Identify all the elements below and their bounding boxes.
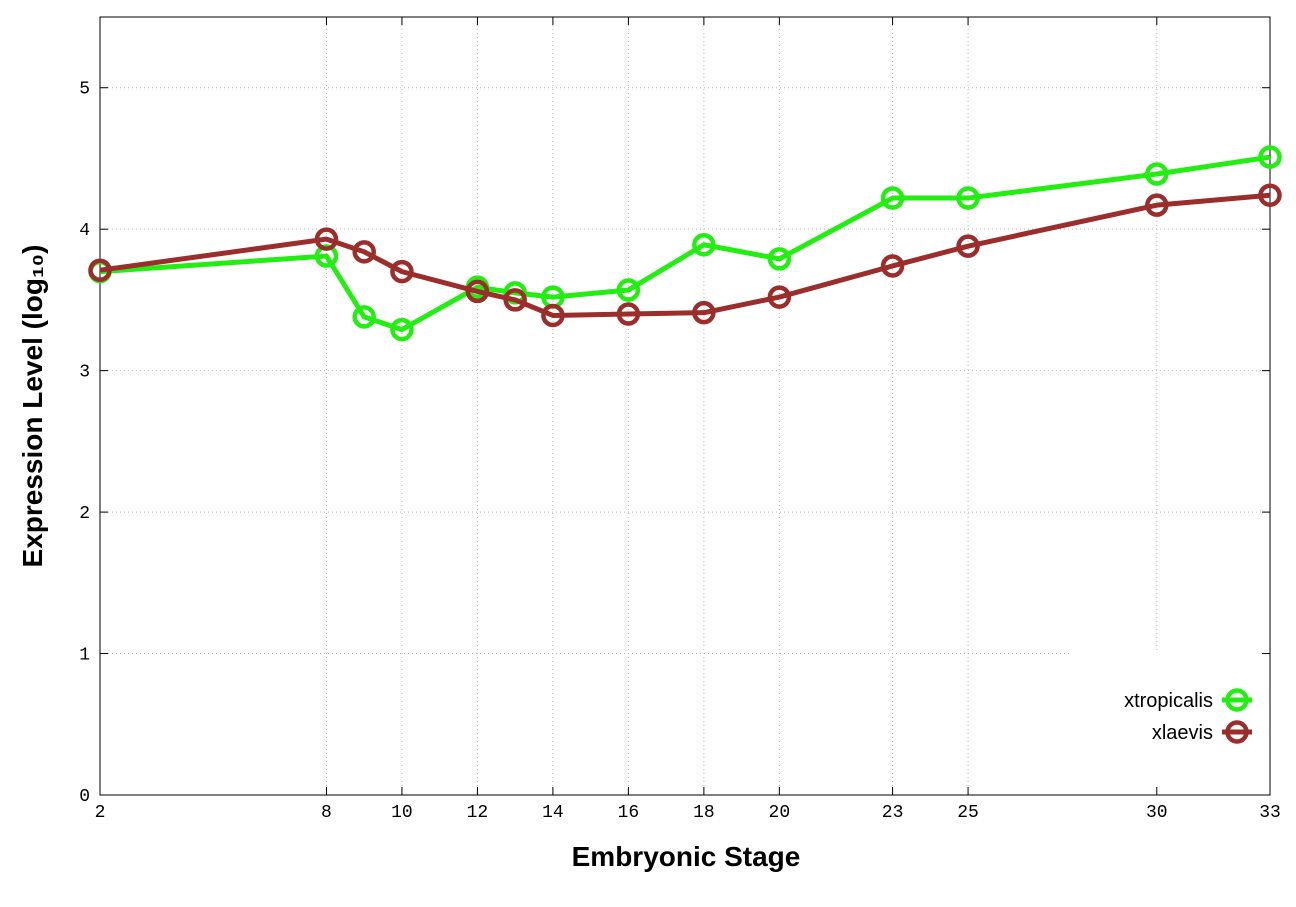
legend: xtropicalis xlaevis bbox=[1124, 688, 1252, 744]
point-marker bbox=[1145, 162, 1169, 186]
x-tick-label: 2 bbox=[95, 803, 106, 823]
point-marker bbox=[390, 259, 414, 284]
point-marker bbox=[390, 317, 414, 342]
point-marker bbox=[616, 302, 641, 326]
point-marker bbox=[88, 258, 112, 282]
y-tick-label: 5 bbox=[79, 80, 90, 100]
legend-label: xlaevis bbox=[1152, 722, 1213, 744]
x-tick-label: 20 bbox=[769, 803, 791, 823]
y-tick-label: 0 bbox=[79, 787, 90, 807]
x-tick-label: 25 bbox=[957, 803, 979, 823]
y-tick-label: 2 bbox=[79, 504, 90, 524]
x-tick-label: 10 bbox=[391, 803, 413, 823]
point-marker bbox=[465, 279, 490, 304]
point-marker bbox=[956, 234, 980, 258]
x-tick-label: 33 bbox=[1259, 803, 1281, 823]
point-marker bbox=[956, 186, 980, 210]
point-marker bbox=[541, 303, 565, 328]
point-marker bbox=[1258, 145, 1282, 169]
x-tick-label: 16 bbox=[618, 803, 640, 823]
x-tick-label: 12 bbox=[467, 803, 489, 823]
point-marker bbox=[314, 227, 339, 251]
x-axis-title: Embryonic Stage bbox=[572, 841, 801, 872]
y-tick-label: 3 bbox=[79, 363, 90, 383]
point-marker bbox=[692, 300, 716, 325]
x-tick-label: 18 bbox=[693, 803, 715, 823]
point-marker bbox=[880, 186, 905, 210]
point-marker bbox=[503, 288, 527, 312]
y-axis-title: Expression Level (log₁₀) bbox=[17, 245, 48, 568]
x-tick-label: 14 bbox=[542, 803, 564, 823]
legend-marker bbox=[1225, 720, 1249, 744]
point-marker bbox=[767, 247, 792, 271]
point-marker bbox=[1145, 193, 1169, 217]
y-tick-label: 4 bbox=[79, 221, 90, 241]
point-marker bbox=[352, 240, 376, 264]
point-marker bbox=[880, 254, 905, 278]
x-tick-label: 30 bbox=[1146, 803, 1168, 823]
x-tick-label: 23 bbox=[882, 803, 904, 823]
legend-marker bbox=[1225, 688, 1249, 712]
x-tick-label: 8 bbox=[321, 803, 332, 823]
point-marker bbox=[692, 232, 716, 257]
series-line bbox=[99, 192, 1271, 318]
series-line bbox=[99, 154, 1271, 333]
point-marker bbox=[352, 305, 376, 329]
point-marker bbox=[1258, 183, 1282, 207]
y-tick-label: 1 bbox=[79, 646, 90, 666]
point-marker bbox=[616, 278, 641, 302]
legend-label: xtropicalis bbox=[1124, 690, 1213, 712]
plot-frame bbox=[99, 16, 1271, 796]
point-marker bbox=[767, 285, 792, 309]
